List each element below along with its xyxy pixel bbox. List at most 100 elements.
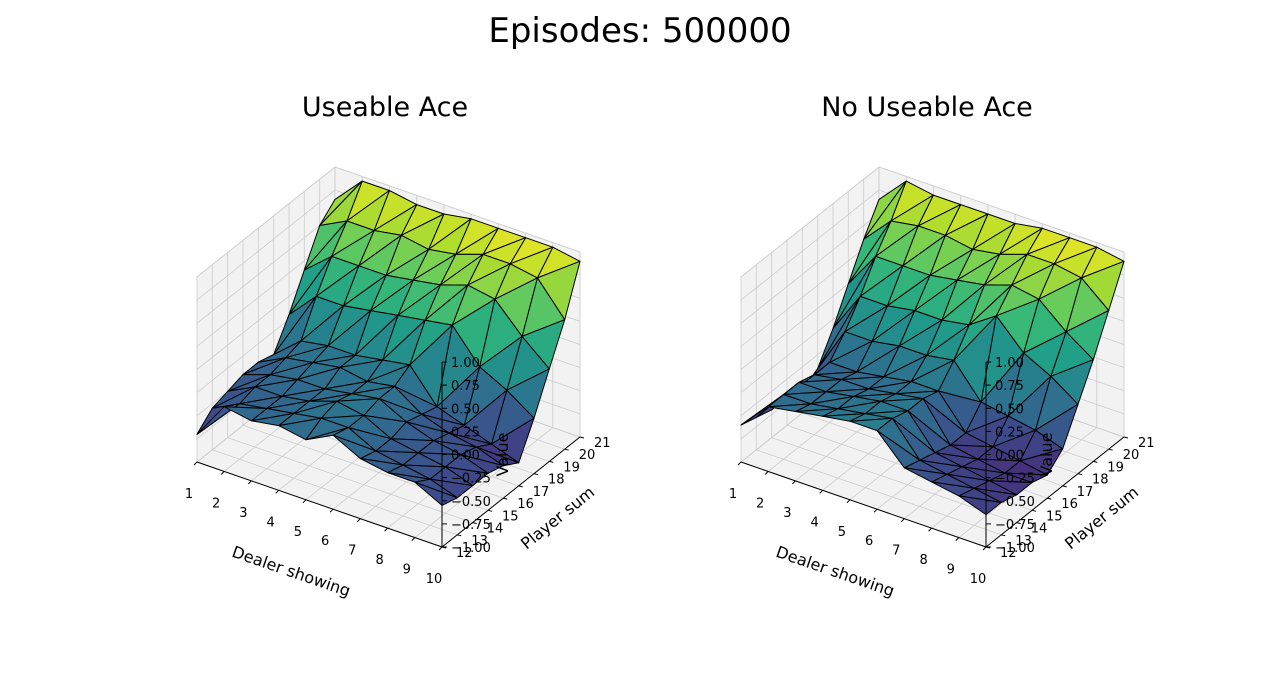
x-tick-label: 1 bbox=[729, 487, 737, 502]
y-tick-label: 19 bbox=[1107, 460, 1124, 475]
x-tick-mark bbox=[275, 489, 280, 494]
surface-facet bbox=[223, 406, 268, 422]
x-tick-label: 10 bbox=[426, 572, 443, 587]
left-grid-line bbox=[196, 212, 336, 324]
y-axis-label: Player sum bbox=[517, 482, 598, 553]
y-tick-label: 16 bbox=[1061, 497, 1078, 512]
y-axis-line bbox=[441, 436, 581, 548]
x-tick-mark bbox=[955, 537, 960, 541]
x-tick-label: 3 bbox=[239, 506, 247, 521]
x-tick-mark bbox=[846, 499, 851, 504]
y-tick-mark bbox=[472, 522, 477, 525]
y-tick-label: 12 bbox=[1000, 546, 1017, 561]
x-tick-label: 2 bbox=[756, 496, 764, 511]
y-tick-label: 16 bbox=[517, 497, 534, 512]
y-axis-label: Player sum bbox=[1061, 482, 1142, 553]
surface-facet bbox=[794, 408, 839, 417]
x-tick-label: 6 bbox=[321, 534, 329, 549]
x-tick-label: 9 bbox=[947, 563, 955, 578]
x-tick-mark bbox=[356, 518, 361, 523]
surface-facet bbox=[305, 427, 349, 441]
x-tick-label: 9 bbox=[403, 563, 411, 578]
x-tick-mark bbox=[438, 546, 443, 551]
floor-grid-line bbox=[414, 427, 554, 538]
z-tick-label: −0.50 bbox=[451, 495, 491, 510]
x-axis-label: Dealer showing bbox=[230, 542, 353, 600]
surface-facet bbox=[958, 495, 1002, 516]
x-tick-mark bbox=[193, 461, 198, 466]
y-tick-label: 13 bbox=[1015, 534, 1032, 549]
x-tick-label: 6 bbox=[865, 534, 873, 549]
z-axis-label: Value bbox=[1037, 433, 1056, 477]
y-tick-mark bbox=[1123, 436, 1129, 439]
x-tick-label: 7 bbox=[892, 544, 900, 559]
plot-title: No Useable Ace bbox=[821, 92, 1033, 123]
x-tick-label: 1 bbox=[185, 487, 193, 502]
y-tick-label: 15 bbox=[502, 509, 519, 524]
y-tick-mark bbox=[1016, 522, 1021, 525]
figure-suptitle: Episodes: 500000 bbox=[488, 11, 791, 51]
z-tick-label: 0.50 bbox=[995, 402, 1024, 417]
surface-facet bbox=[278, 417, 322, 441]
y-tick-mark bbox=[1093, 460, 1098, 463]
y-tick-label: 19 bbox=[563, 460, 580, 475]
z-tick-label: 0.75 bbox=[451, 379, 480, 394]
y-tick-mark bbox=[487, 509, 493, 512]
z-tick-label: 1.00 bbox=[451, 356, 480, 371]
z-tick-label: 0.75 bbox=[995, 379, 1024, 394]
left-grid-line bbox=[196, 166, 336, 278]
x-tick-mark bbox=[411, 537, 416, 541]
left-grid-line bbox=[740, 166, 880, 278]
surface-facet bbox=[876, 430, 921, 469]
x-axis-label: Dealer showing bbox=[774, 542, 897, 600]
y-tick-mark bbox=[1108, 448, 1113, 451]
left-grid-line bbox=[740, 236, 880, 347]
left-grid-line bbox=[196, 189, 336, 301]
x-tick-label: 3 bbox=[783, 506, 791, 521]
surface-facet bbox=[196, 403, 241, 435]
y-axis-line bbox=[985, 436, 1125, 548]
y-tick-label: 20 bbox=[1123, 448, 1140, 463]
back-grid-line bbox=[334, 166, 581, 253]
z-tick-label: −0.75 bbox=[995, 518, 1035, 533]
y-tick-mark bbox=[1031, 509, 1037, 512]
y-tick-mark bbox=[564, 448, 569, 451]
y-tick-label: 17 bbox=[1077, 485, 1094, 500]
x-axis-line bbox=[196, 461, 443, 548]
x-tick-mark bbox=[928, 527, 932, 532]
x-tick-mark bbox=[792, 480, 796, 485]
z-tick-label: 0.00 bbox=[451, 449, 480, 464]
z-tick-label: −0.25 bbox=[995, 472, 1035, 487]
z-tick-label: −1.00 bbox=[451, 541, 491, 556]
surface-facet bbox=[767, 403, 812, 412]
x-tick-mark bbox=[248, 480, 252, 485]
surface-facet bbox=[849, 417, 893, 432]
x-tick-label: 8 bbox=[919, 553, 927, 568]
x-tick-label: 8 bbox=[375, 553, 383, 568]
y-tick-label: 15 bbox=[1046, 509, 1063, 524]
y-tick-mark bbox=[549, 460, 554, 463]
x-tick-mark bbox=[302, 499, 307, 504]
x-tick-label: 4 bbox=[267, 515, 275, 530]
z-axis-label: Value bbox=[493, 433, 512, 477]
x-axis-line bbox=[740, 461, 987, 548]
x-tick-label: 5 bbox=[838, 525, 846, 540]
y-tick-mark bbox=[1062, 485, 1067, 488]
floor-grid-line bbox=[771, 437, 1017, 523]
x-tick-mark bbox=[764, 471, 769, 475]
left-grid-line bbox=[740, 212, 880, 324]
x-tick-mark bbox=[384, 527, 388, 532]
z-tick-label: −0.50 bbox=[995, 495, 1035, 510]
z-tick-label: 0.25 bbox=[451, 425, 480, 440]
x-tick-label: 2 bbox=[212, 496, 220, 511]
y-tick-mark bbox=[579, 436, 585, 439]
z-tick-label: −0.25 bbox=[451, 472, 491, 487]
x-tick-label: 5 bbox=[294, 525, 302, 540]
x-tick-mark bbox=[737, 461, 742, 466]
y-tick-mark bbox=[1001, 534, 1006, 537]
surface-facet bbox=[359, 458, 404, 474]
surface-facet bbox=[822, 413, 866, 422]
y-tick-label: 14 bbox=[487, 522, 504, 537]
left-grid-line bbox=[740, 189, 880, 301]
